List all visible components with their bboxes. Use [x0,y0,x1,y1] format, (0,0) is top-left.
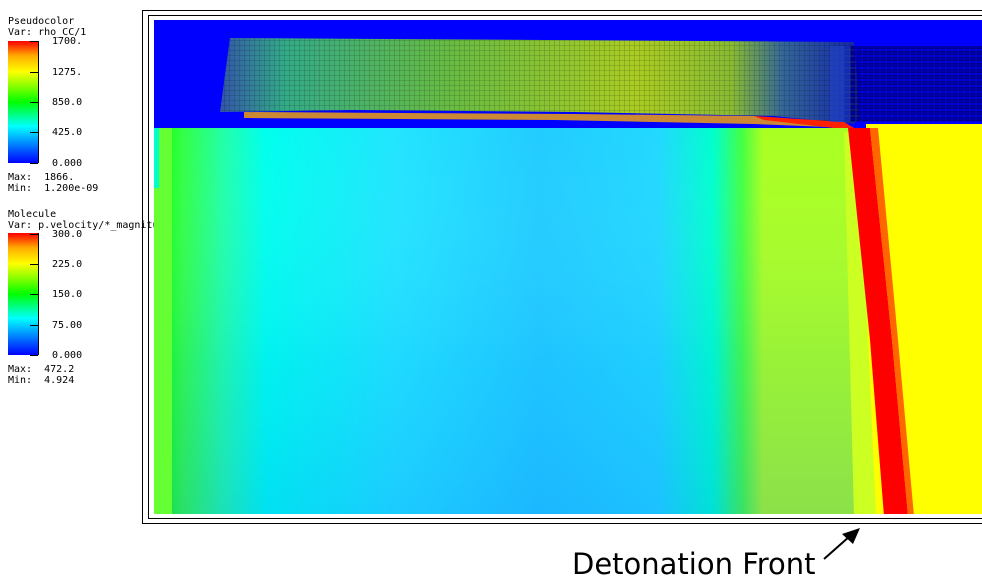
pseudocolor-tick-4: 0.000 [30,159,82,169]
molecule-tick-3: 75.00 [30,321,82,331]
detonation-front-label: Detonation Front [572,547,816,581]
viewport-frame-inner [148,15,982,519]
molecule-max: Max: 472.2 [8,364,75,375]
pseudocolor-tick-2: 850.0 [30,98,82,108]
front-transition-zone [844,132,876,516]
molecule-legend-title: Molecule [8,209,57,220]
pseudocolor-legend: Pseudocolor Var: rho_CC/1 [8,16,86,38]
viewport-frame-outer [142,10,982,524]
detonation-front-edge [870,128,914,516]
molecule-tick-4: 0.000 [30,351,82,361]
molecule-min: Min: 4.924 [8,375,75,386]
simulation-viewport[interactable] [154,20,982,516]
molecule-tick-1: 225.0 [30,260,82,270]
pseudocolor-legend-title: Pseudocolor [8,16,75,27]
particle-band-grid [220,38,860,124]
detonation-front-band [848,128,908,516]
molecule-legend-var: Var: p.velocity/*_magnitude [8,220,171,231]
pseudocolor-tick-1: 1275. [30,68,82,78]
band-front-highlight [754,116,854,128]
molecule-tick-0: 300.0 [30,230,82,240]
fluid-field-shade [154,128,854,516]
molecule-legend: Molecule Var: p.velocity/*_magnitude [8,209,171,231]
arrow-up-right-icon [823,528,860,560]
molecule-tick-2: 150.0 [30,290,82,300]
pseudocolor-legend-var: Var: rho_CC/1 [8,27,87,38]
left-edge-corner [154,128,159,188]
pseudocolor-min: Min: 1.200e-09 [8,183,99,194]
pseudocolor-max: Max: 1866. [8,172,75,183]
upper-right-particles [844,46,982,122]
upper-right-particles-edge [830,46,850,122]
left-edge-strip [154,128,172,516]
viewport-bottom-edge [154,514,982,516]
band-underside-highlight [244,112,854,128]
pseudocolor-tick-3: 425.0 [30,128,82,138]
pseudocolor-tick-0: 1700. [30,37,82,47]
